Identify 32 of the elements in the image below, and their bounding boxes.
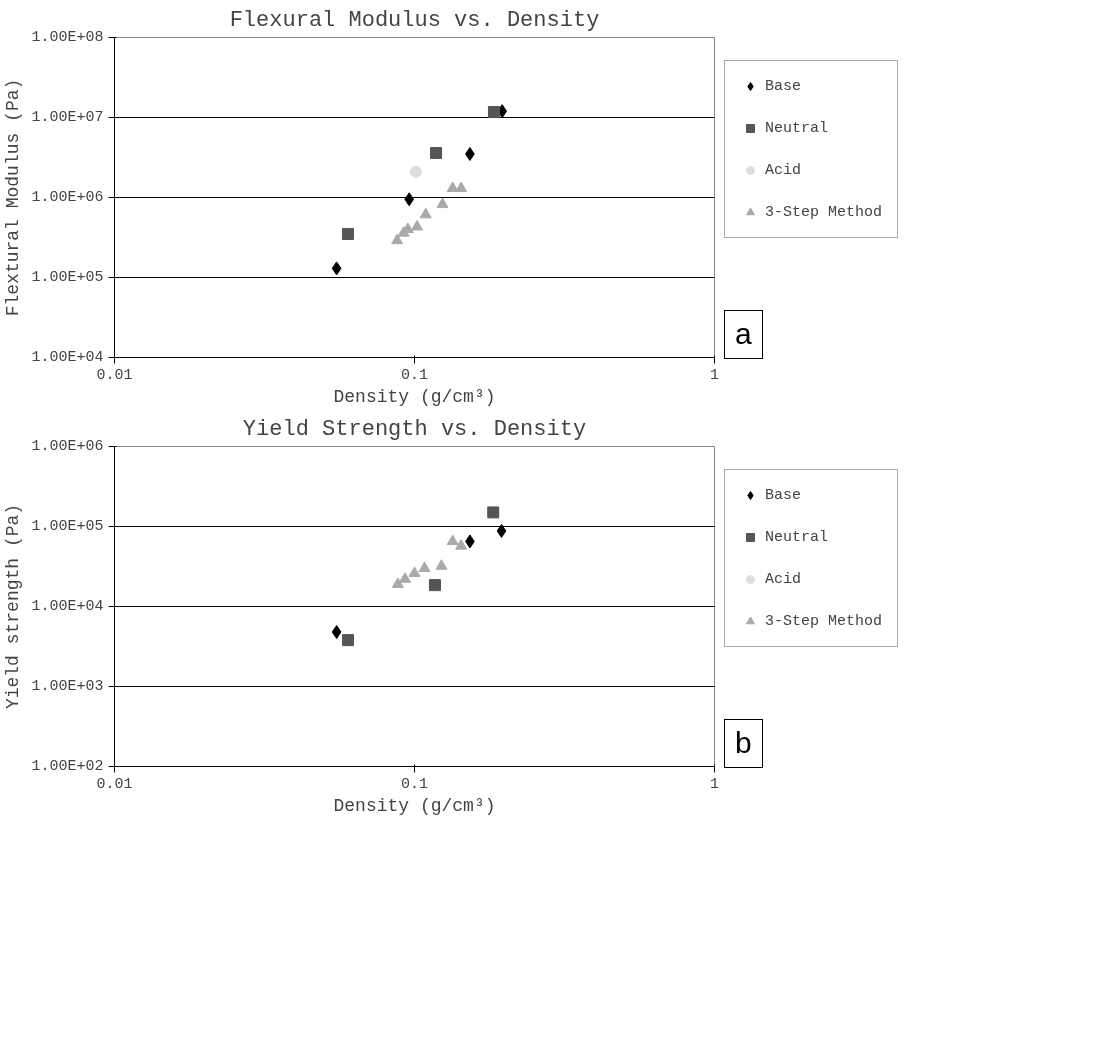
x-tick-label: 0.1	[401, 366, 429, 384]
x-tick-label: 1	[710, 775, 720, 793]
x-axis-title: Density (g/cm³)	[333, 386, 496, 407]
x-axis-title: Density (g/cm³)	[333, 795, 496, 816]
text: a	[735, 316, 752, 352]
y-tick-label: 1.00E+05	[31, 518, 104, 535]
chart-title: Yield Strength vs. Density	[242, 416, 587, 442]
y-axis-title: Yield strength (Pa)	[3, 503, 24, 710]
x-tick-label: 1	[710, 366, 720, 384]
y-tick-label: 1.00E+04	[31, 349, 104, 366]
legend-label: 3-Step Method	[765, 203, 883, 221]
y-tick-label: 1.00E+03	[31, 678, 104, 695]
legend-label: 3-Step Method	[765, 612, 883, 630]
y-axis-title: Flextural Modulus (Pa)	[3, 78, 24, 317]
chart-title: Flexural Modulus vs. Density	[229, 7, 600, 33]
legend-label: Neutral	[765, 528, 829, 546]
x-tick-label: 0.1	[401, 775, 429, 793]
y-tick-label: 1.00E+07	[31, 109, 104, 126]
y-tick-label: 1.00E+08	[31, 29, 104, 46]
legend-label: Acid	[765, 161, 802, 179]
y-tick-label: 1.00E+02	[31, 758, 104, 775]
y-tick-label: 1.00E+06	[31, 189, 104, 206]
legend-label: Acid	[765, 570, 802, 588]
y-tick-label: 1.00E+06	[31, 438, 104, 455]
text: b	[735, 725, 752, 761]
legend-label: Base	[765, 77, 802, 95]
x-tick-label: 0.01	[96, 366, 133, 384]
x-tick-label: 0.01	[96, 775, 133, 793]
legend-label: Base	[765, 486, 802, 504]
legend-label: Neutral	[765, 119, 829, 137]
y-tick-label: 1.00E+04	[31, 598, 104, 615]
y-tick-label: 1.00E+05	[31, 269, 104, 286]
